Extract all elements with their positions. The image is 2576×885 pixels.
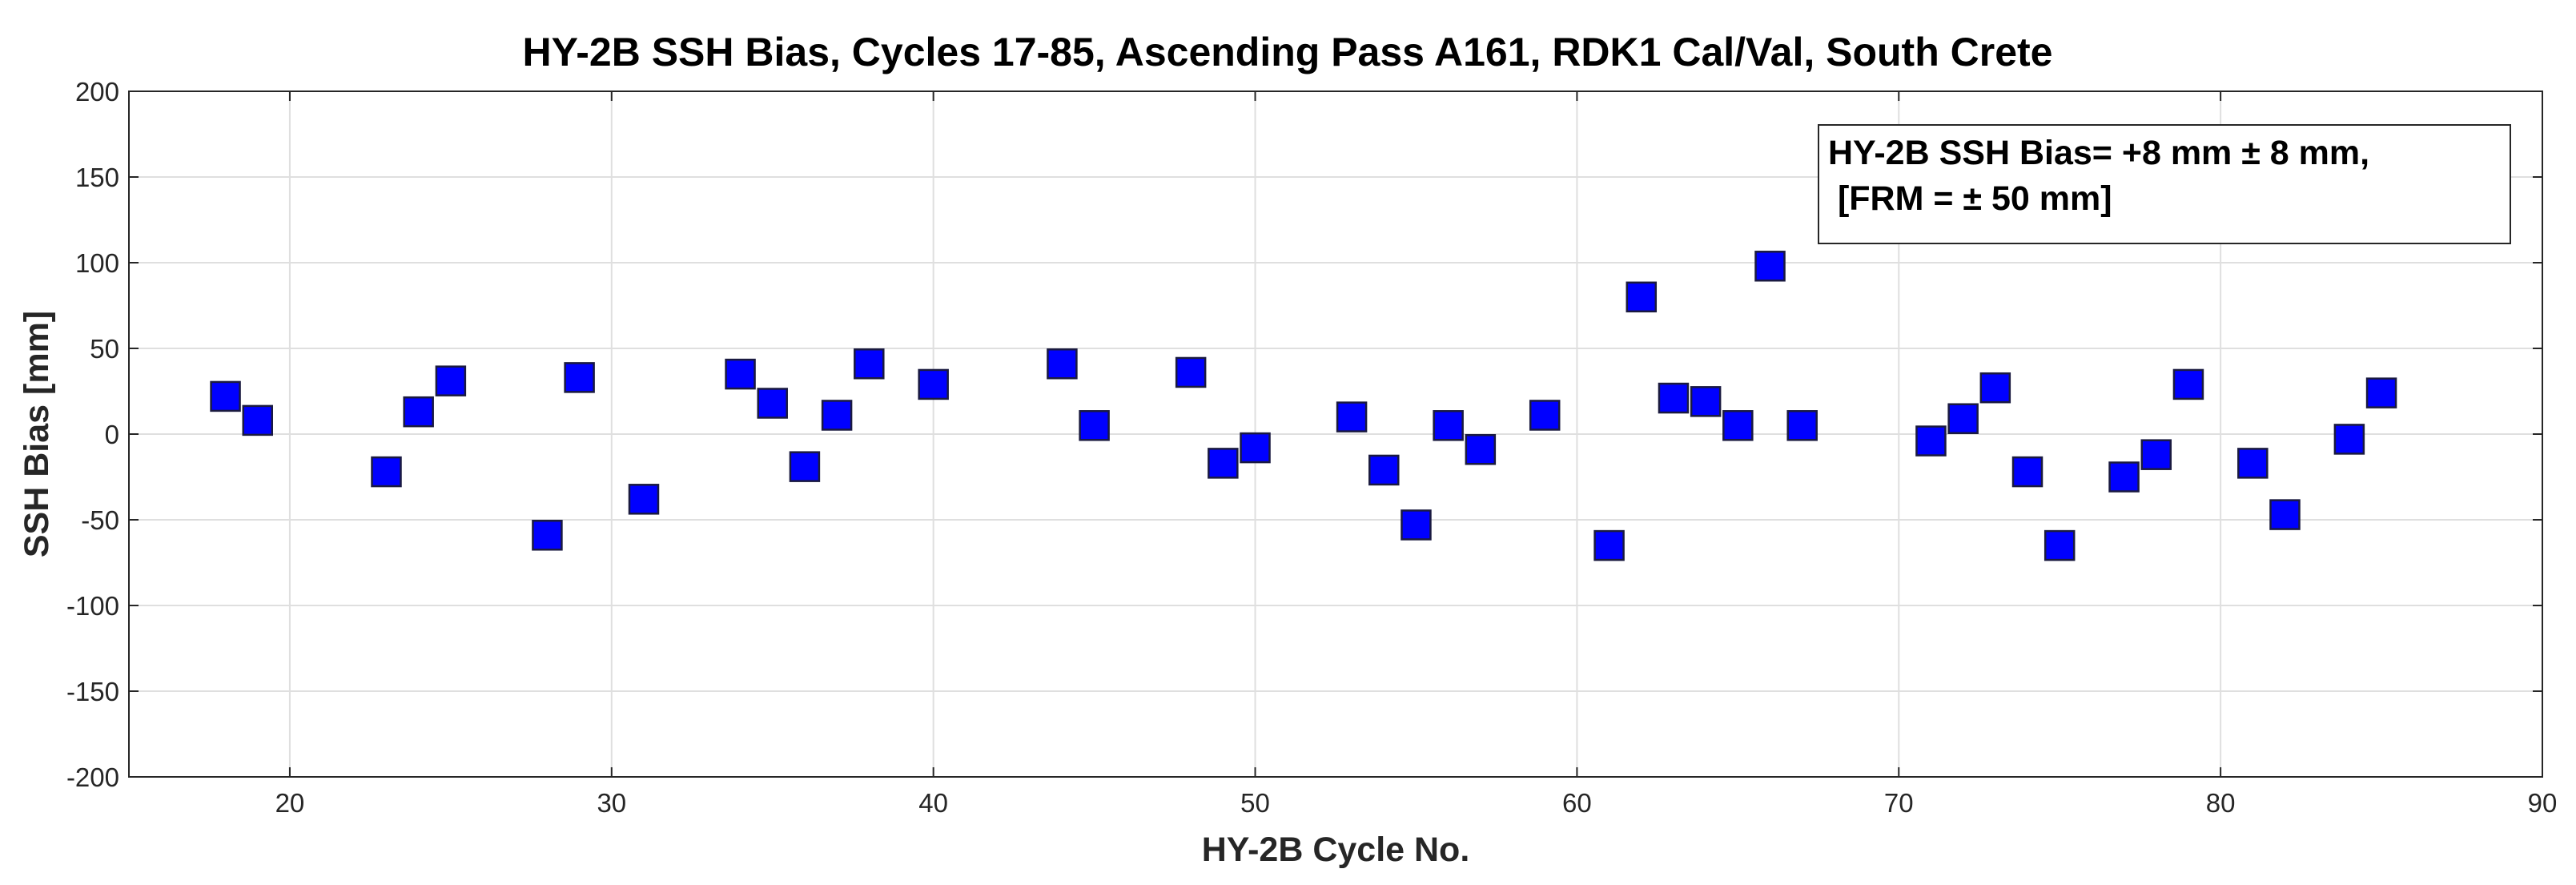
data-point <box>403 396 434 428</box>
axis-ticks: 20 30 40 50 60 70 80 90 200 150 100 50 0 -50 -100 -150 -… <box>66 77 2557 818</box>
data-point <box>2011 456 2044 488</box>
data-point <box>1722 410 1754 441</box>
data-point <box>1658 382 1690 414</box>
data-point <box>210 380 241 412</box>
annotation-box: HY-2B SSH Bias= +8 mm ± 8 mm, [FRM = ± 5… <box>1818 124 2511 244</box>
data-point <box>435 365 467 396</box>
x-tick-label: 70 <box>1884 788 1914 818</box>
y-tick-label: -150 <box>66 677 119 706</box>
y-tick-label: -100 <box>66 591 119 621</box>
data-point <box>1047 348 1078 380</box>
data-point <box>757 388 788 419</box>
data-point <box>1915 425 1947 457</box>
x-tick-label: 80 <box>2206 788 2236 818</box>
data-point <box>2237 448 2269 479</box>
data-point <box>2108 461 2140 493</box>
y-tick-label: 0 <box>105 420 119 449</box>
x-tick-label: 60 <box>1562 788 1592 818</box>
data-point <box>1240 432 1271 464</box>
data-point <box>1690 386 1722 417</box>
data-points <box>210 251 2397 561</box>
y-tick-label: -50 <box>81 505 119 535</box>
y-tick-label: 50 <box>90 334 119 364</box>
data-point <box>1626 281 1658 313</box>
data-point <box>725 358 756 390</box>
data-point <box>789 451 821 482</box>
data-point <box>1208 448 1239 479</box>
data-point <box>1465 434 1497 465</box>
annotation-frame <box>1818 124 2511 244</box>
data-point <box>1947 403 1979 434</box>
data-point <box>242 404 273 436</box>
x-tick-label: 20 <box>275 788 305 818</box>
x-tick-label: 50 <box>1240 788 1270 818</box>
data-point <box>532 520 563 551</box>
x-axis-label: HY-2B Cycle No. <box>1202 831 1470 869</box>
chart-title: HY-2B SSH Bias, Cycles 17-85, Ascending … <box>523 30 2053 74</box>
data-point <box>2365 377 2397 408</box>
data-point <box>1433 410 1464 441</box>
data-point <box>2044 529 2076 561</box>
annotation-line-2: [FRM = ± 50 mm] <box>1828 179 2112 218</box>
data-point <box>2269 499 2301 530</box>
x-tick-label: 30 <box>597 788 626 818</box>
y-tick-label: -200 <box>66 762 119 792</box>
data-point <box>2333 424 2365 455</box>
data-point <box>1175 356 1207 388</box>
data-point <box>2140 439 2172 470</box>
data-point <box>1529 400 1561 431</box>
data-point <box>1979 372 2011 404</box>
data-point <box>918 368 949 400</box>
data-point <box>821 400 853 431</box>
data-point <box>2172 368 2204 400</box>
data-point <box>1754 251 1786 282</box>
y-tick-label: 100 <box>75 248 119 278</box>
y-tick-label: 150 <box>75 163 119 192</box>
data-point <box>1336 401 1368 432</box>
data-point <box>564 362 595 393</box>
data-point <box>1368 454 1400 486</box>
y-axis-label: SSH Bias [mm] <box>18 311 56 557</box>
data-point <box>854 348 885 380</box>
data-point <box>1079 410 1110 441</box>
data-point <box>1401 509 1432 541</box>
y-tick-label: 200 <box>75 77 119 107</box>
data-point <box>1593 529 1625 561</box>
data-point <box>1786 410 1818 441</box>
data-point <box>371 456 402 488</box>
annotation-line-1: HY-2B SSH Bias= +8 mm ± 8 mm, <box>1828 134 2369 172</box>
data-point <box>628 484 660 515</box>
x-tick-label: 40 <box>918 788 948 818</box>
x-tick-label: 90 <box>2528 788 2558 818</box>
